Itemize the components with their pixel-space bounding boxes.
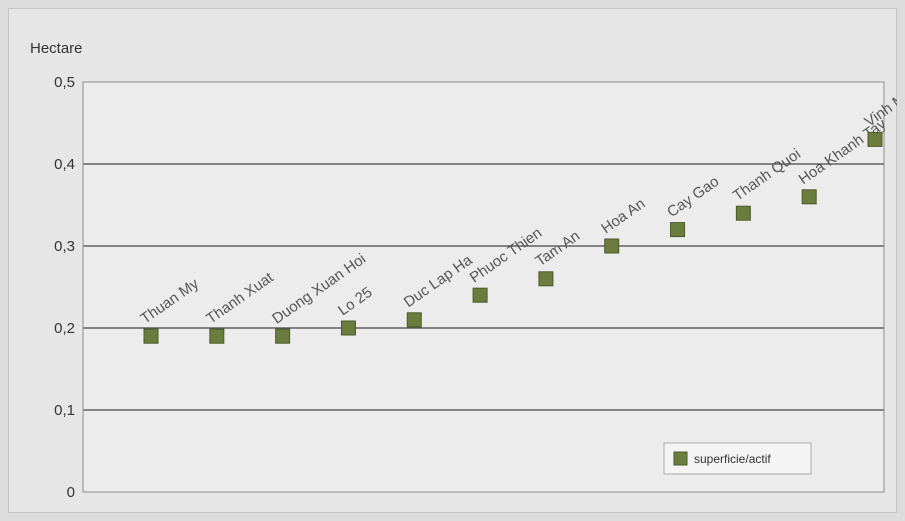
- data-point-2: [275, 328, 291, 344]
- data-point-0: [143, 328, 159, 344]
- data-point-8: [670, 222, 686, 238]
- y-tick-label-4: 0,4: [54, 156, 75, 173]
- legend-box: [663, 442, 812, 475]
- legend-marker: [673, 451, 688, 466]
- data-point-11: [867, 131, 883, 147]
- y-axis-label: Hectare: [30, 40, 83, 57]
- legend-label: superficie/actif: [694, 452, 771, 466]
- data-point-3: [340, 320, 356, 336]
- chart-frame: 0 0,1 0,2 0,3 0,4 0,5 Hectare Thuan My Thanh Xua…: [8, 8, 897, 513]
- data-point-9: [735, 205, 751, 221]
- data-point-1: [209, 328, 225, 344]
- y-tick-label-5: 0,5: [54, 74, 75, 91]
- y-tick-label-3: 0,3: [54, 238, 75, 255]
- y-tick-label-2: 0,2: [54, 320, 75, 337]
- plot-border: [82, 81, 885, 493]
- data-point-5: [472, 287, 488, 303]
- data-point-4: [406, 312, 422, 328]
- data-point-7: [604, 238, 620, 254]
- y-tick-label-0: 0: [67, 484, 75, 501]
- plot-area: [83, 82, 884, 492]
- data-point-10: [801, 189, 817, 205]
- data-point-6: [538, 271, 554, 287]
- y-tick-label-1: 0,1: [54, 402, 75, 419]
